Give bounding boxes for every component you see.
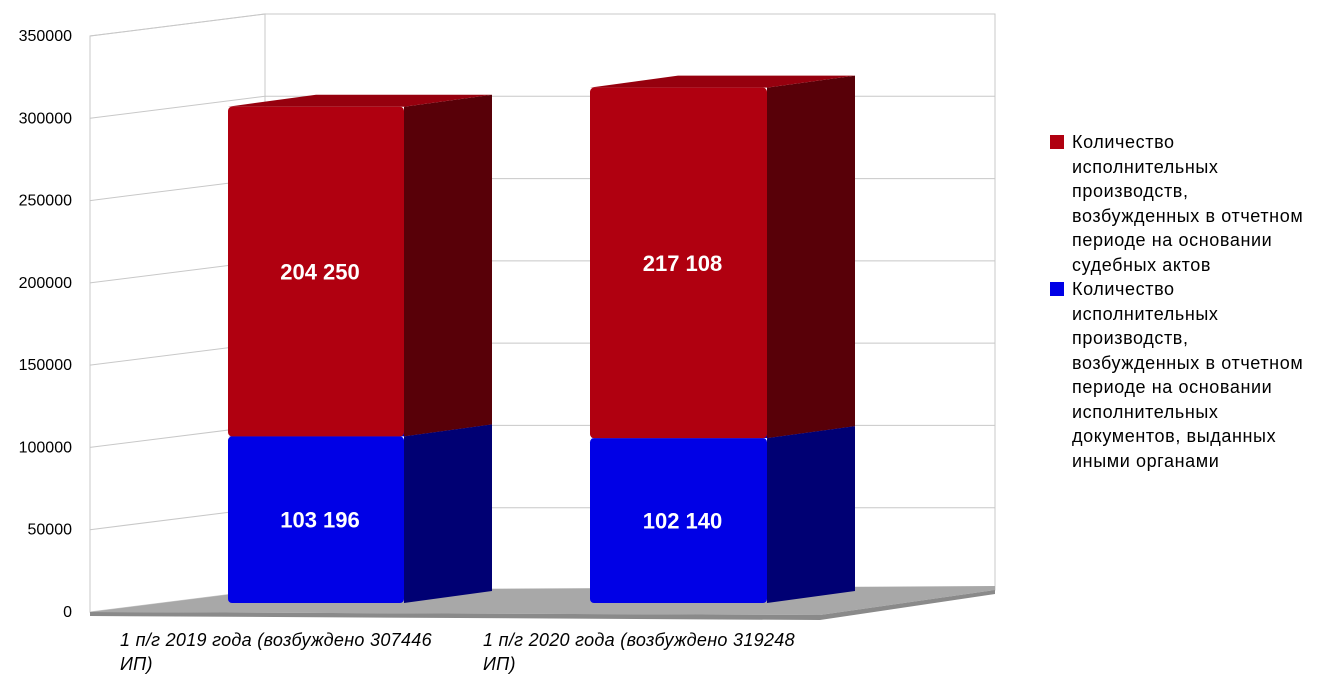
legend-item-court-acts: Количество исполнительных производств, в…	[1050, 130, 1315, 277]
legend-label-court-acts: Количество исполнительных производств, в…	[1072, 132, 1304, 275]
y-tick-label: 0	[63, 604, 72, 621]
bar-front-0-1	[590, 438, 767, 603]
x-category-label-2019: 1 п/г 2019 года (возбуждено 307446 ИП)	[120, 630, 432, 674]
data-label-1-1: 217 108	[643, 251, 723, 276]
bar-front-0-0	[228, 436, 404, 603]
gridline-side	[89, 95, 266, 119]
bar-side-1-0	[404, 94, 492, 437]
y-tick-label: 200000	[19, 275, 72, 292]
bar-side-0-1	[767, 426, 855, 603]
y-tick-label: 300000	[19, 110, 72, 127]
legend-item-other-bodies: Количество исполнительных производств, в…	[1050, 277, 1315, 473]
x-category-label-2020: 1 п/г 2020 года (возбуждено 319248 ИП)	[483, 630, 795, 674]
data-label-0-0: 103 196	[280, 508, 360, 533]
y-tick-label: 50000	[28, 522, 73, 539]
bar-top-1-0	[228, 94, 492, 107]
bar-front-1-0	[228, 106, 404, 437]
bar-side-1-1	[767, 75, 855, 439]
data-label-1-0: 204 250	[280, 260, 360, 285]
legend-swatch-blue	[1050, 282, 1064, 296]
legend-label-other-bodies: Количество исполнительных производств, в…	[1072, 279, 1304, 471]
y-tick-label: 100000	[19, 439, 72, 456]
floor-edge	[90, 590, 995, 620]
data-label-0-1: 102 140	[643, 509, 723, 534]
y-tick-label: 250000	[19, 193, 72, 210]
gridline-side	[89, 13, 266, 37]
y-tick-label: 350000	[19, 28, 72, 45]
bar-top-1-1	[590, 75, 855, 88]
bar-side-0-0	[404, 424, 492, 603]
y-tick-label: 150000	[19, 357, 72, 374]
bar-front-1-1	[590, 87, 767, 439]
chart-legend: Количество исполнительных производств, в…	[1050, 130, 1315, 473]
legend-swatch-red	[1050, 135, 1064, 149]
